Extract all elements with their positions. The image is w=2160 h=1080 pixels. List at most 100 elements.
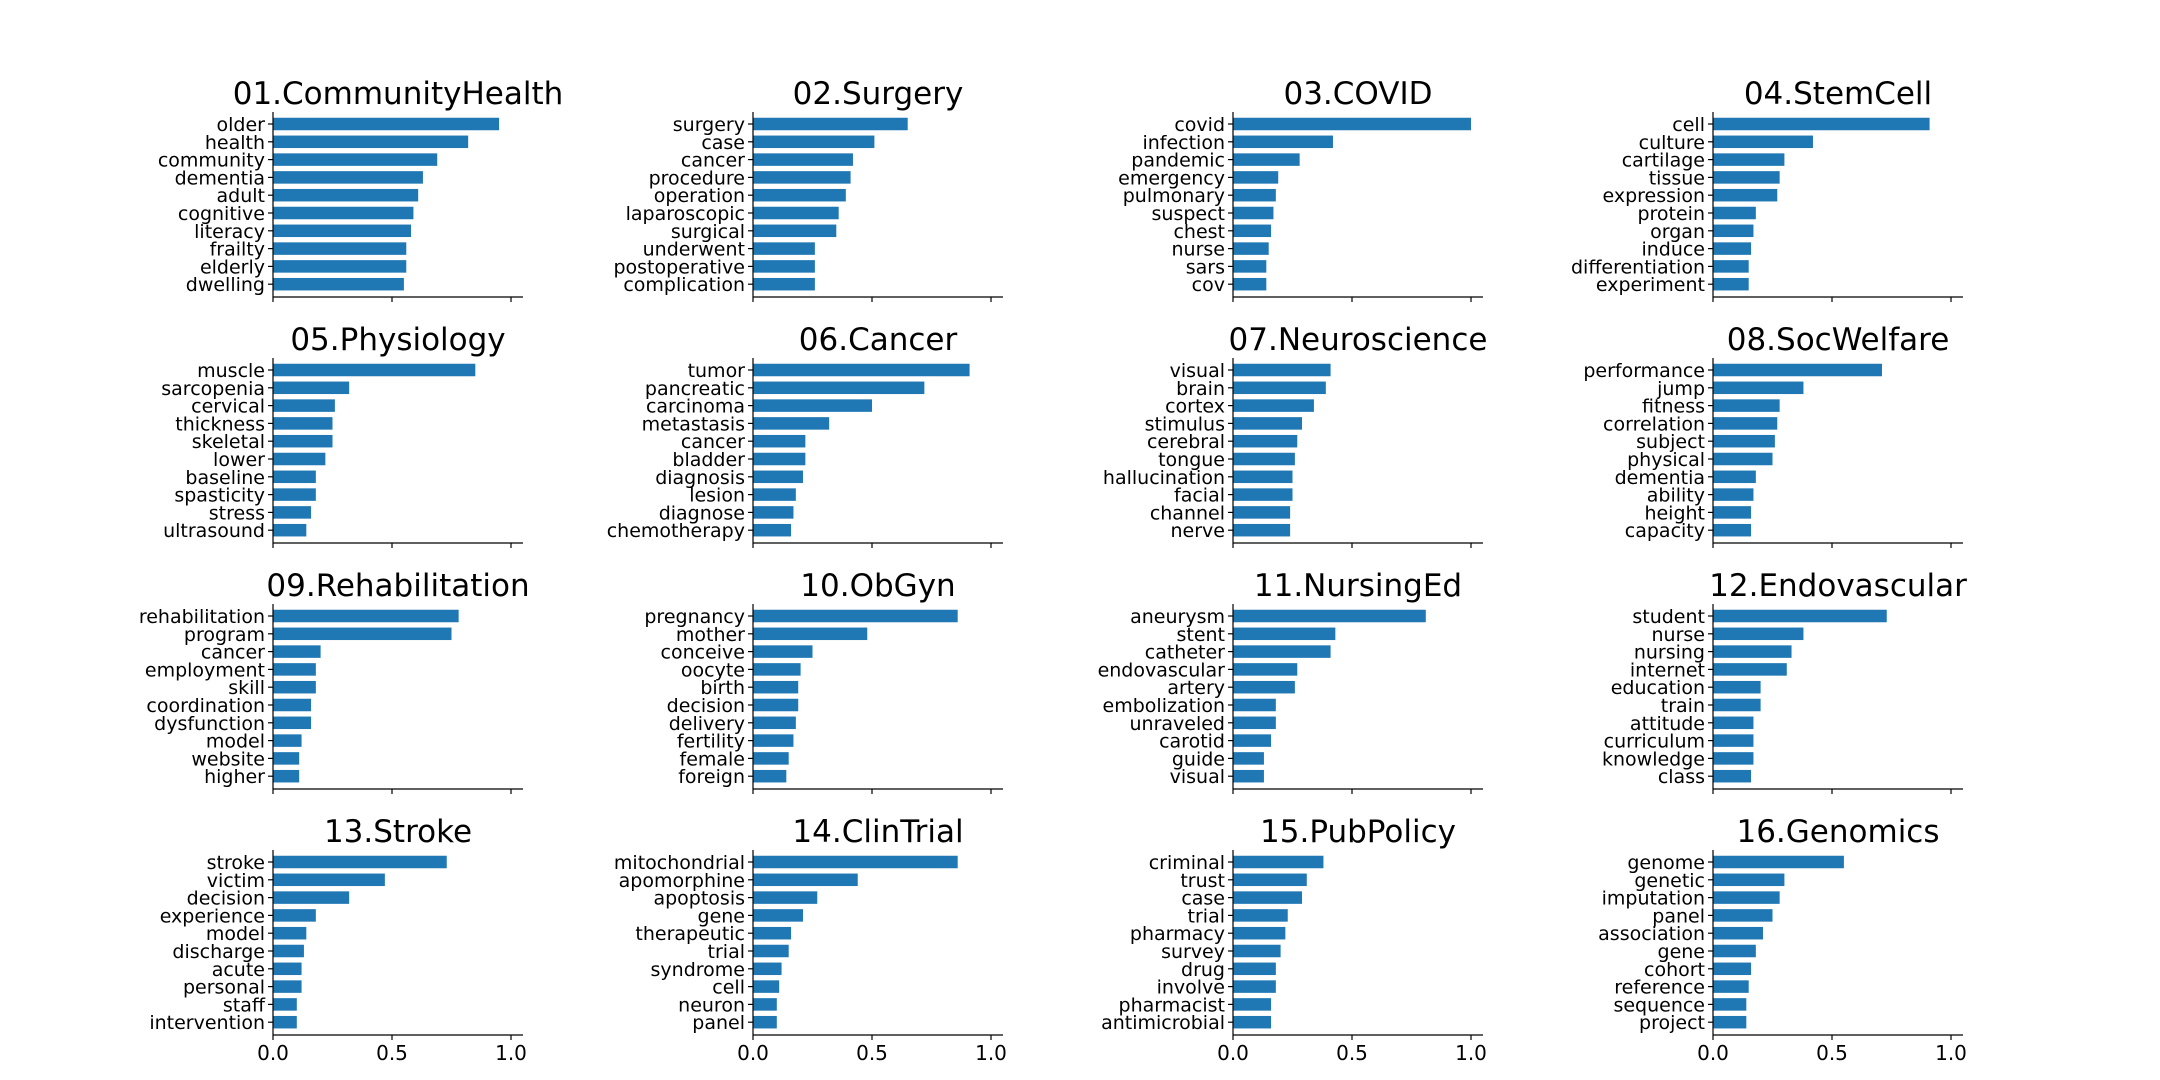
bar	[1713, 734, 1754, 747]
bar	[273, 769, 300, 783]
bar	[1233, 135, 1333, 149]
bar	[1233, 627, 1336, 641]
bar	[273, 891, 350, 904]
category-label: literacy	[194, 221, 265, 243]
bar	[273, 488, 316, 501]
bar	[1713, 962, 1752, 976]
bar	[753, 680, 799, 694]
bar	[1713, 716, 1754, 730]
category-label: decision	[667, 695, 745, 717]
subplot-title: 07.Neuroscience	[1229, 322, 1488, 358]
category-label: employment	[145, 659, 265, 681]
category-label: expression	[1603, 185, 1706, 207]
category-label: criminal	[1149, 852, 1225, 874]
bar	[1713, 470, 1756, 484]
bar	[273, 117, 500, 131]
bar	[1713, 417, 1778, 430]
category-label: differentiation	[1571, 256, 1705, 278]
category-label: student	[1632, 606, 1705, 628]
bar	[753, 452, 806, 466]
category-label: trial	[708, 941, 745, 963]
category-label: protein	[1637, 203, 1705, 225]
category-label: cohort	[1644, 959, 1705, 981]
category-label: stress	[209, 502, 265, 524]
subplot-5: 05.Physiology musclesarcopeniacervicalthi…	[161, 322, 523, 548]
category-label: neuron	[678, 994, 745, 1016]
category-label: therapeutic	[635, 923, 745, 945]
subplot-title: 01.CommunityHealth	[233, 76, 564, 112]
bar	[1233, 206, 1274, 220]
bar	[273, 417, 333, 430]
bar	[273, 363, 476, 377]
bar	[753, 769, 787, 783]
category-label: dementia	[175, 167, 265, 189]
bar	[1233, 769, 1264, 783]
category-label: dwelling	[186, 274, 265, 296]
bar	[1233, 645, 1331, 658]
subplot-title: 05.Physiology	[290, 322, 505, 358]
x-tick-label: 0.0	[737, 1041, 769, 1065]
category-label: performance	[1583, 360, 1705, 382]
bar	[273, 434, 333, 448]
category-label: coordination	[146, 695, 265, 717]
bar	[1713, 434, 1775, 448]
category-label: adult	[217, 185, 265, 207]
x-tick-label: 0.5	[376, 1041, 408, 1065]
x-tick-label: 1.0	[495, 1041, 527, 1065]
bar	[273, 135, 469, 149]
bar	[1233, 506, 1291, 519]
bar	[1713, 153, 1785, 166]
subplot-title: 13.Stroke	[324, 814, 472, 850]
subplot-9: 09.Rehabilitationrehabilitationprogramca…	[139, 568, 530, 794]
bar	[273, 873, 385, 887]
bar	[1713, 680, 1761, 694]
category-label: association	[1598, 923, 1705, 945]
category-label: unraveled	[1129, 713, 1225, 735]
category-label: older	[217, 114, 266, 136]
category-label: lesion	[689, 485, 745, 507]
bar	[1233, 117, 1471, 131]
category-label: nerve	[1171, 520, 1225, 542]
bar	[753, 998, 777, 1011]
category-label: induce	[1641, 239, 1705, 261]
subplot-4: 04.StemCellcellculturecartilagetissueexp…	[1571, 76, 1963, 302]
bar	[753, 363, 970, 377]
category-label: sequence	[1613, 994, 1705, 1016]
category-label: frailty	[210, 239, 265, 261]
x-tick-label: 0.5	[856, 1041, 888, 1065]
bar	[1713, 645, 1792, 658]
category-label: cell	[712, 977, 745, 999]
category-label: organ	[1650, 221, 1705, 243]
category-label: ability	[1647, 485, 1705, 507]
bar	[753, 716, 796, 730]
category-label: female	[680, 748, 746, 770]
bar	[1713, 998, 1747, 1011]
category-label: ultrasound	[163, 520, 265, 542]
category-label: suspect	[1152, 203, 1226, 225]
bar	[1233, 909, 1288, 922]
category-label: complication	[623, 274, 745, 296]
category-label: knowledge	[1602, 748, 1705, 770]
bar	[273, 734, 302, 747]
category-label: surgical	[671, 221, 745, 243]
bar	[273, 171, 423, 184]
bar	[753, 926, 792, 940]
bar	[753, 153, 853, 166]
subplot-title: 08.SocWelfare	[1727, 322, 1950, 358]
bar	[753, 188, 846, 202]
subplot-title: 02.Surgery	[793, 76, 964, 112]
bar	[1713, 171, 1780, 184]
category-label: pharmacy	[1130, 923, 1225, 945]
bar	[1713, 627, 1804, 641]
category-label: sarcopenia	[161, 378, 265, 400]
category-label: underwent	[643, 239, 745, 261]
category-label: infection	[1142, 132, 1225, 154]
category-label: syndrome	[651, 959, 745, 981]
category-label: carotid	[1159, 731, 1225, 753]
bar	[753, 627, 868, 641]
bar	[753, 1015, 777, 1029]
category-label: trust	[1180, 870, 1225, 892]
category-label: diagnose	[659, 502, 745, 524]
subplot-2: 02.Surgery surgerycasecancerprocedureoper…	[613, 76, 1003, 302]
category-label: cervical	[191, 396, 265, 418]
